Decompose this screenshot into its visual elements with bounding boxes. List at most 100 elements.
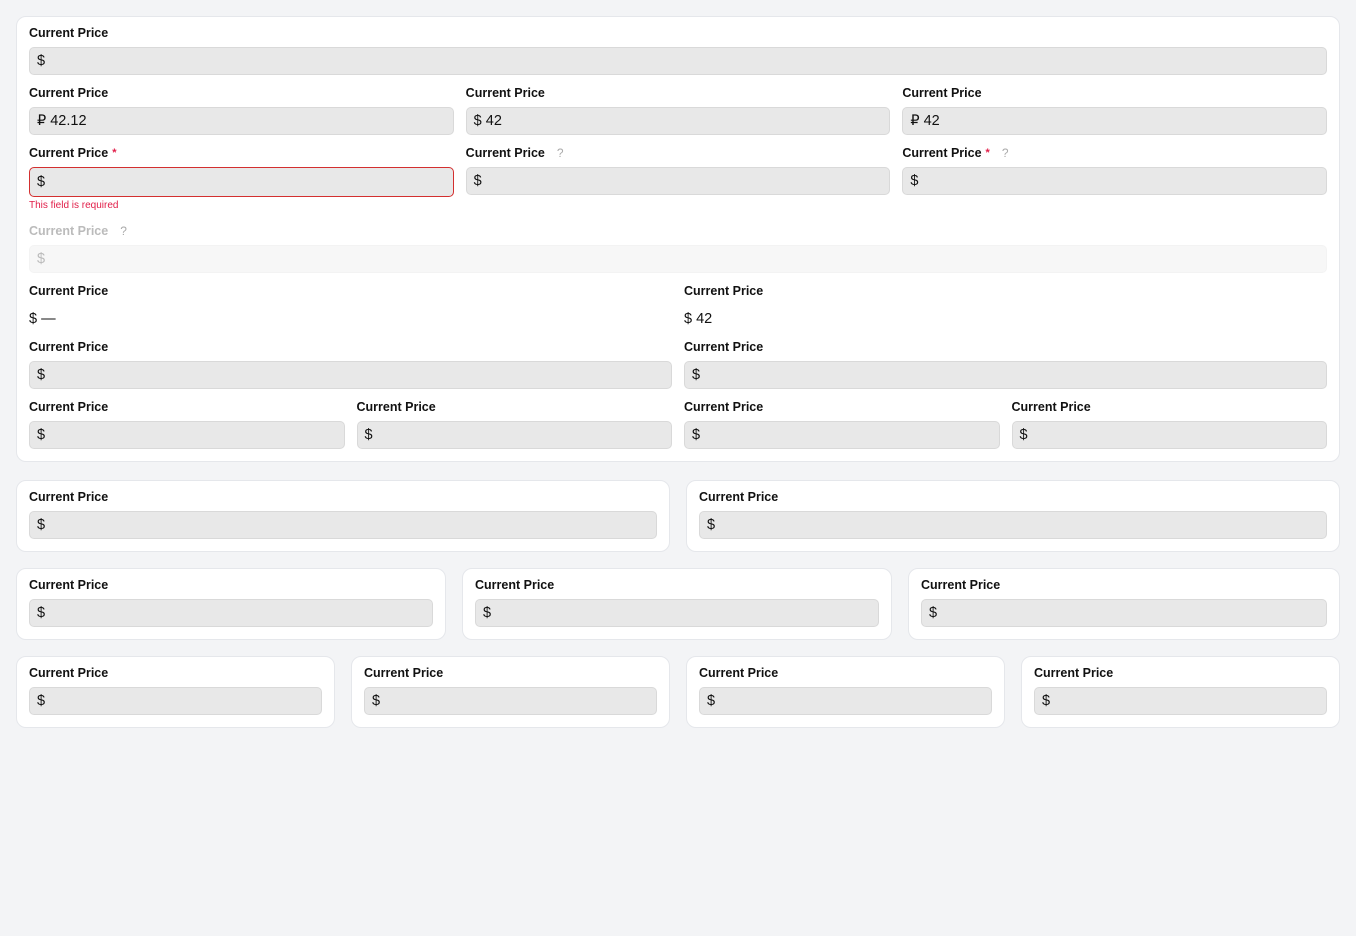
field-label: Current Price: [1012, 397, 1328, 417]
form-card: Current Price $ Current Price ₽42.12 Current…: [16, 16, 1340, 462]
field-label: Current Price: [29, 23, 1327, 43]
currency-symbol: $: [364, 427, 373, 443]
current-price-input[interactable]: $: [1034, 687, 1327, 715]
required-asterisk-icon: *: [985, 147, 990, 159]
current-price-field: Current Price *? $: [902, 143, 1328, 213]
current-price-field: Current Price $: [364, 663, 657, 715]
current-price-field: Current Price $ —: [29, 281, 672, 333]
current-price-input[interactable]: $: [699, 687, 992, 715]
current-price-input[interactable]: $: [902, 167, 1328, 195]
current-price-field: Current Price $: [29, 337, 672, 389]
field-label-text: Current Price: [921, 578, 1001, 592]
field-label: Current Price: [29, 83, 454, 103]
field-label-text: Current Price: [29, 490, 109, 504]
current-price-field: Current Price $: [29, 397, 345, 449]
field-label-text: Current Price: [1011, 400, 1091, 414]
field-label-text: Current Price: [465, 86, 545, 100]
current-price-input[interactable]: $: [1011, 421, 1327, 449]
form-card: Current Price $: [686, 480, 1340, 552]
form-row: Current Price $: [29, 487, 657, 539]
field-label-text: Current Price: [356, 400, 436, 414]
field-label-text: Current Price: [29, 284, 109, 298]
field-label-text: Current Price: [684, 284, 764, 298]
form-row: Current Price $: [29, 575, 433, 627]
form-row: Current Price $ Current Price $: [29, 337, 1327, 389]
currency-symbol: ₽: [910, 113, 920, 129]
currency-symbol: ₽: [37, 113, 47, 129]
current-price-input[interactable]: $: [29, 167, 454, 197]
currency-symbol: $: [37, 251, 46, 267]
current-price-input[interactable]: $: [29, 687, 322, 715]
current-price-input[interactable]: ₽42.12: [29, 107, 454, 135]
currency-symbol: $: [37, 605, 46, 621]
currency-symbol: $: [29, 311, 38, 327]
current-price-field: Current Price $: [29, 23, 1327, 75]
form-card: Current Price $: [686, 656, 1005, 728]
field-label-text: Current Price: [29, 146, 109, 160]
field-label: Current Price: [29, 663, 322, 683]
current-price-field: Current Price $: [29, 575, 433, 627]
currency-symbol: $: [372, 693, 381, 709]
input-value: 42: [485, 113, 502, 129]
form-row: Current Price $: [699, 663, 992, 715]
current-price-input[interactable]: $: [29, 599, 433, 627]
field-label-text: Current Price: [29, 224, 109, 238]
field-label-text: Current Price: [902, 146, 982, 160]
field-label: Current Price: [357, 397, 673, 417]
current-price-input[interactable]: $: [465, 167, 891, 195]
currency-symbol: $: [37, 427, 46, 443]
form-row: Current Price $: [29, 23, 1327, 75]
current-price-input: $: [29, 245, 1327, 273]
currency-symbol: $: [37, 53, 46, 69]
current-price-input[interactable]: $: [29, 511, 657, 539]
currency-symbol: $: [37, 517, 46, 533]
help-question-icon[interactable]: ?: [556, 146, 564, 160]
field-label: Current Price: [699, 487, 1327, 507]
current-price-input[interactable]: $: [356, 421, 672, 449]
form-card: Current Price $: [908, 568, 1340, 640]
current-price-input[interactable]: $: [364, 687, 657, 715]
current-price-field: Current Price ₽42.12: [29, 83, 454, 135]
form-row: Current Price $: [1034, 663, 1327, 715]
current-price-input[interactable]: $: [29, 421, 345, 449]
currency-symbol: $: [473, 113, 482, 129]
currency-symbol: $: [929, 605, 938, 621]
currency-symbol: $: [473, 173, 482, 189]
currency-symbol: $: [37, 693, 46, 709]
current-price-input[interactable]: $: [475, 599, 879, 627]
field-label-text: Current Price: [29, 26, 109, 40]
current-price-input[interactable]: $: [29, 47, 1327, 75]
currency-symbol: $: [483, 605, 492, 621]
current-price-field: Current Price $42: [684, 281, 1327, 333]
help-question-icon[interactable]: ?: [1001, 146, 1009, 160]
current-price-input[interactable]: $: [684, 421, 1000, 449]
field-label-text: Current Price: [364, 666, 444, 680]
field-label: Current Price: [466, 83, 891, 103]
current-price-field: Current Price $42: [465, 83, 891, 135]
field-label: Current Price: [29, 487, 657, 507]
current-price-field: Current Price $: [1011, 397, 1328, 449]
current-price-field: Current Price * $ This field is required: [29, 143, 454, 213]
field-label-text: Current Price: [29, 400, 109, 414]
field-label-text: Current Price: [684, 400, 764, 414]
current-price-input[interactable]: $: [29, 361, 672, 389]
current-price-input[interactable]: ₽42: [902, 107, 1328, 135]
value-text: —: [41, 311, 56, 327]
field-label: Current Price: [364, 663, 657, 683]
current-price-input[interactable]: $42: [465, 107, 891, 135]
help-question-icon[interactable]: ?: [120, 224, 127, 238]
currency-symbol: $: [1042, 693, 1051, 709]
field-label: Current Price?: [466, 143, 891, 163]
field-label-text: Current Price: [1034, 666, 1114, 680]
readonly-value: $42: [684, 305, 1327, 333]
current-price-input[interactable]: $: [684, 361, 1327, 389]
current-price-field: Current Price $: [29, 663, 322, 715]
field-label: Current Price: [1034, 663, 1327, 683]
required-asterisk-icon: *: [112, 147, 117, 159]
field-label-text: Current Price: [29, 666, 109, 680]
form-card: Current Price $: [1021, 656, 1340, 728]
current-price-input[interactable]: $: [921, 599, 1327, 627]
form-row: Current Price? $: [29, 221, 1327, 273]
form-card: Current Price $: [16, 656, 335, 728]
current-price-input[interactable]: $: [699, 511, 1327, 539]
